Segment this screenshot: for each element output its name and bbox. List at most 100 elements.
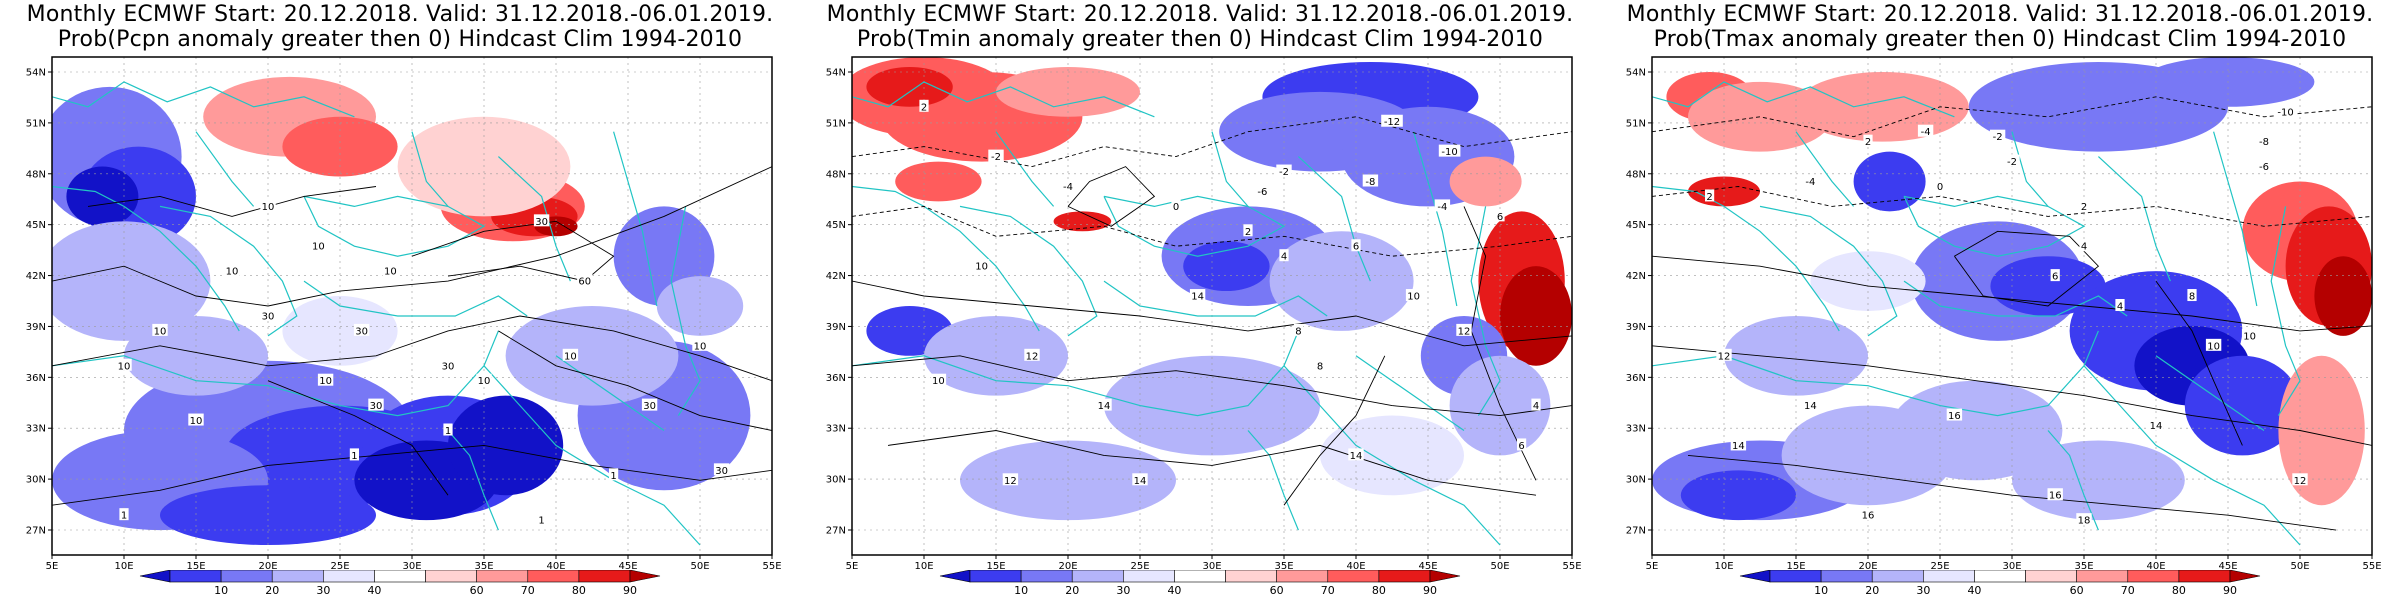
colorbar-swatch xyxy=(527,570,580,583)
lon-label: 20E xyxy=(258,561,277,570)
colorbar-swatch xyxy=(374,570,426,583)
probability-patch xyxy=(282,116,398,177)
colorbar-swatch xyxy=(2127,570,2180,583)
colorbar-tmax: 10 20 30 40 60 70 80 90 xyxy=(1739,570,2261,597)
contour-label-box xyxy=(116,358,132,371)
panel-title-line2: Prob(Tmin anomaly greater then 0) Hindca… xyxy=(856,27,1544,52)
contour-label-box xyxy=(119,508,129,521)
contour-label: 30 xyxy=(643,401,656,412)
contour-line xyxy=(52,166,772,307)
contour-label-box xyxy=(930,373,947,386)
contour-label-box xyxy=(1802,174,1819,187)
colorbar-label: 80 xyxy=(572,584,586,597)
probability-patch xyxy=(866,66,953,107)
coastline xyxy=(159,205,298,337)
contours xyxy=(52,166,772,506)
lon-label: 55E xyxy=(762,561,781,570)
lon-label: 50E xyxy=(1490,561,1509,570)
lat-label: 33N xyxy=(826,424,846,435)
coastline xyxy=(1470,206,1501,416)
coastline xyxy=(1103,280,1328,317)
probability-patch xyxy=(66,166,139,227)
colorbar-swatch xyxy=(1923,570,1975,583)
lon-label: 35E xyxy=(474,561,493,570)
colorbar-swatch xyxy=(2178,570,2231,583)
contour-label-box xyxy=(353,323,370,336)
contour-label: 6 xyxy=(2052,272,2058,283)
probability-patch xyxy=(1889,380,2063,481)
contour-label: 10 xyxy=(694,341,707,352)
contour-label: 10 xyxy=(478,376,491,387)
contour-label: 16 xyxy=(2049,491,2062,502)
coastline xyxy=(303,280,528,317)
colorbar-swatch xyxy=(323,570,375,583)
coastline xyxy=(2083,365,2301,546)
colorbar-swatch xyxy=(1327,570,1380,583)
contour-label: -8 xyxy=(1365,177,1375,188)
lon-label: 5E xyxy=(1646,561,1659,570)
probability-patch xyxy=(2314,256,2372,336)
lon-label: 25E xyxy=(1130,561,1149,570)
contour-label-box xyxy=(224,264,240,277)
coastline xyxy=(1355,355,1465,431)
lat-label: 54N xyxy=(826,68,846,79)
lat-label: 27N xyxy=(1626,526,1646,537)
probability-patch xyxy=(1320,415,1464,496)
contour-label-box xyxy=(2004,154,2020,167)
lat-label: 36N xyxy=(26,373,46,384)
contour-label: 16 xyxy=(1948,411,1961,422)
contour-line xyxy=(87,186,377,217)
probability-patch xyxy=(52,221,211,341)
contour-label: -2 xyxy=(1993,132,2003,143)
contour-label-box xyxy=(368,398,384,411)
probability-patch xyxy=(505,306,679,406)
contour-line xyxy=(1652,345,2372,446)
probability-shading: -12 -10 -8 -6 -4 -2 0 2 2 4 6 8 10 12 14 14 12 10 -4 -2 6 8 10… xyxy=(852,57,1572,555)
contour-label: 10 xyxy=(2243,331,2256,342)
colorbar-low-arrow xyxy=(139,570,171,583)
coastline xyxy=(1297,156,1371,282)
colorbar-tmin: 10 20 30 40 60 70 80 90 xyxy=(939,570,1461,597)
contour-label: 12 xyxy=(1718,351,1731,362)
contour-label: 30 xyxy=(355,326,368,337)
probability-patch xyxy=(1053,211,1112,232)
graticule xyxy=(1652,57,2372,555)
contour-label: 30 xyxy=(262,311,275,322)
colorbar-label: 10 xyxy=(1014,584,1028,597)
contours xyxy=(852,116,1572,506)
graticule xyxy=(852,57,1572,555)
contour-label: 1 xyxy=(351,451,357,462)
contour-label-box xyxy=(1935,179,1945,192)
contour-label-box xyxy=(260,308,276,321)
coastline xyxy=(852,185,1040,332)
colorbar-label: 60 xyxy=(470,584,484,597)
lon-label: 25E xyxy=(330,561,349,570)
lat-label: 39N xyxy=(1626,322,1646,333)
contour-label: -2 xyxy=(2007,157,2017,168)
contour-label-box xyxy=(152,323,168,336)
contour-label-box xyxy=(537,513,547,526)
contour-labels: -12 -10 -8 -6 -4 -2 0 2 2 4 6 8 10 12 14 14 12 10 -4 -2 6 8 10… xyxy=(919,99,1541,487)
contour-label-box xyxy=(1315,358,1325,371)
contour-label-box xyxy=(1171,199,1181,212)
colorbar-label: 40 xyxy=(1967,584,1981,597)
probability-patch xyxy=(1449,156,1522,207)
contour-label: -4 xyxy=(1437,202,1447,213)
contour-label-box xyxy=(1002,473,1019,486)
contour-label: 2 xyxy=(1706,192,1712,203)
contour-label-box xyxy=(562,348,579,361)
lon-label: 50E xyxy=(2290,561,2309,570)
lat-label: 33N xyxy=(26,424,46,435)
contour-label: 4 xyxy=(2081,242,2087,253)
contour-label-box xyxy=(1730,438,1747,451)
lon-label: 25E xyxy=(1930,561,1949,570)
map-panel-pcpn: Monthly ECMWF Start: 20.12.2018. Valid: … xyxy=(0,0,800,600)
colorbar-swatch xyxy=(425,570,477,583)
contour-label: 6 xyxy=(1518,441,1524,452)
contour-label-box xyxy=(1381,114,1403,127)
coastline xyxy=(2213,131,2258,307)
lon-label: 40E xyxy=(2146,561,2165,570)
probability-patch xyxy=(448,395,564,496)
contour-label-box xyxy=(1456,323,1472,336)
